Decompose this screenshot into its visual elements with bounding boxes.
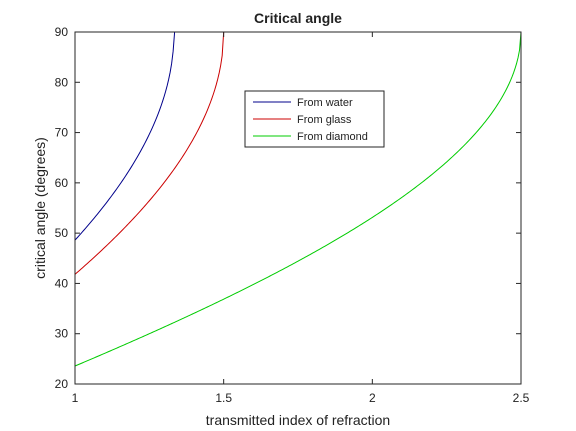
y-tick-label: 80 <box>55 75 69 89</box>
y-tick-label: 70 <box>55 126 69 140</box>
y-tick-label: 30 <box>55 327 69 341</box>
y-tick-label: 90 <box>55 25 69 39</box>
y-tick-label: 60 <box>55 176 69 190</box>
legend-label-1: From glass <box>297 114 352 126</box>
legend-label-0: From water <box>297 97 353 109</box>
series-line-2 <box>74 31 522 367</box>
chart-title: Critical angle <box>254 10 342 26</box>
legend-label-2: From diamond <box>297 131 368 143</box>
x-tick-label: 2 <box>369 391 376 405</box>
x-tick-label: 1 <box>72 391 79 405</box>
plot-frame <box>74 31 522 385</box>
x-tick-label: 2.5 <box>513 391 530 405</box>
series-layer <box>74 31 522 367</box>
y-tick-label: 40 <box>55 276 69 290</box>
x-axis-label: transmitted index of refraction <box>206 412 390 428</box>
ticks-layer: 1 1.5 2 2.5 20 30 40 50 60 70 80 90 <box>55 25 530 405</box>
y-axis-label: critical angle (degrees) <box>32 137 48 279</box>
series-line-1 <box>74 31 521 275</box>
legend: From water From glass From diamond <box>244 90 385 148</box>
y-tick-label: 20 <box>55 377 69 391</box>
y-tick-label: 50 <box>55 226 69 240</box>
x-tick-label: 1.5 <box>215 391 232 405</box>
